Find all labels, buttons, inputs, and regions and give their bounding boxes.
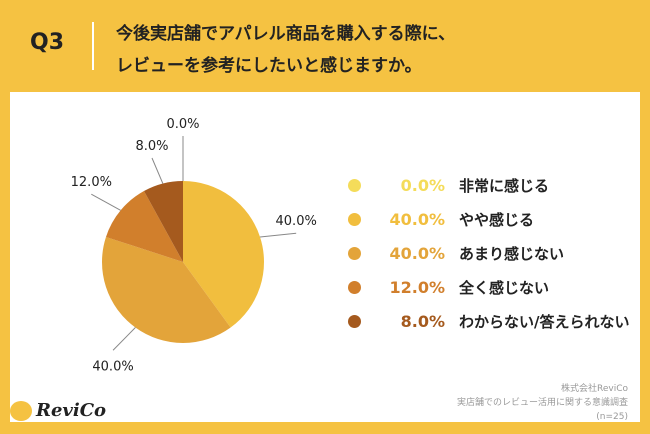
legend-swatch	[348, 280, 361, 294]
legend-item: 12.0% 全く感じない	[348, 270, 629, 304]
legend-percent: 40.0%	[389, 243, 445, 263]
data-label-0: 0.0%	[166, 117, 199, 132]
pie-slice-3	[105, 191, 183, 262]
question-number: Q3	[30, 30, 65, 55]
legend-item: 8.0% わからない/答えられない	[348, 304, 629, 338]
data-label-2: 40.0%	[92, 359, 133, 374]
title-line-1: 今後実店舗でアパレル商品を購入する際に、	[116, 24, 456, 44]
legend-swatch	[348, 178, 361, 192]
speech-bubble-icon	[10, 400, 32, 421]
leader-line-4	[151, 157, 164, 184]
pie-slice-2	[102, 236, 231, 343]
title-line-2: レビューを参考にしたいと感じますか。	[116, 56, 422, 76]
data-label-1: 40.0%	[276, 214, 317, 229]
sample-size: (n=25)	[596, 412, 628, 422]
legend-label: 全く感じない	[459, 278, 550, 297]
legend-swatch	[348, 246, 361, 260]
legend-item: 40.0% あまり感じない	[348, 236, 629, 270]
data-label-3: 12.0%	[71, 175, 112, 190]
legend-percent: 40.0%	[389, 209, 445, 229]
question-title: 今後実店舗でアパレル商品を購入する際に、 レビューを参考にしたいと感じますか。	[116, 18, 455, 82]
logo-text: ReviCo	[36, 400, 107, 421]
survey-name: 実店舗でのレビュー活用に関する意識調査	[456, 398, 628, 408]
source-note: 株式会社ReviCo 実店舗でのレビュー活用に関する意識調査 (n=25)	[457, 382, 628, 424]
company: 株式会社ReviCo	[560, 384, 628, 394]
revico-logo: ReviCo	[10, 400, 106, 421]
legend: 0.0% 非常に感じる 40.0% やや感じる 40.0% あまり感じない 12.0% 全く感…	[348, 168, 629, 338]
legend-label: やや感じる	[459, 210, 535, 229]
legend-item: 0.0% 非常に感じる	[348, 168, 629, 202]
legend-percent: 12.0%	[389, 277, 445, 297]
legend-label: 非常に感じる	[459, 176, 550, 195]
leader-line-3	[91, 193, 121, 211]
legend-swatch	[348, 212, 361, 226]
legend-swatch	[348, 314, 361, 328]
leader-line-1	[259, 232, 297, 238]
legend-label: あまり感じない	[459, 244, 565, 263]
leader-line-2	[112, 327, 136, 351]
legend-percent: 8.0%	[400, 311, 445, 331]
legend-item: 40.0% やや感じる	[348, 202, 629, 236]
legend-percent: 0.0%	[400, 175, 445, 195]
pie-slice-1	[183, 181, 264, 328]
data-label-4: 8.0%	[135, 139, 168, 154]
pie-slice-4	[143, 181, 183, 262]
legend-label: わからない/答えられない	[459, 312, 630, 331]
divider	[92, 22, 94, 70]
